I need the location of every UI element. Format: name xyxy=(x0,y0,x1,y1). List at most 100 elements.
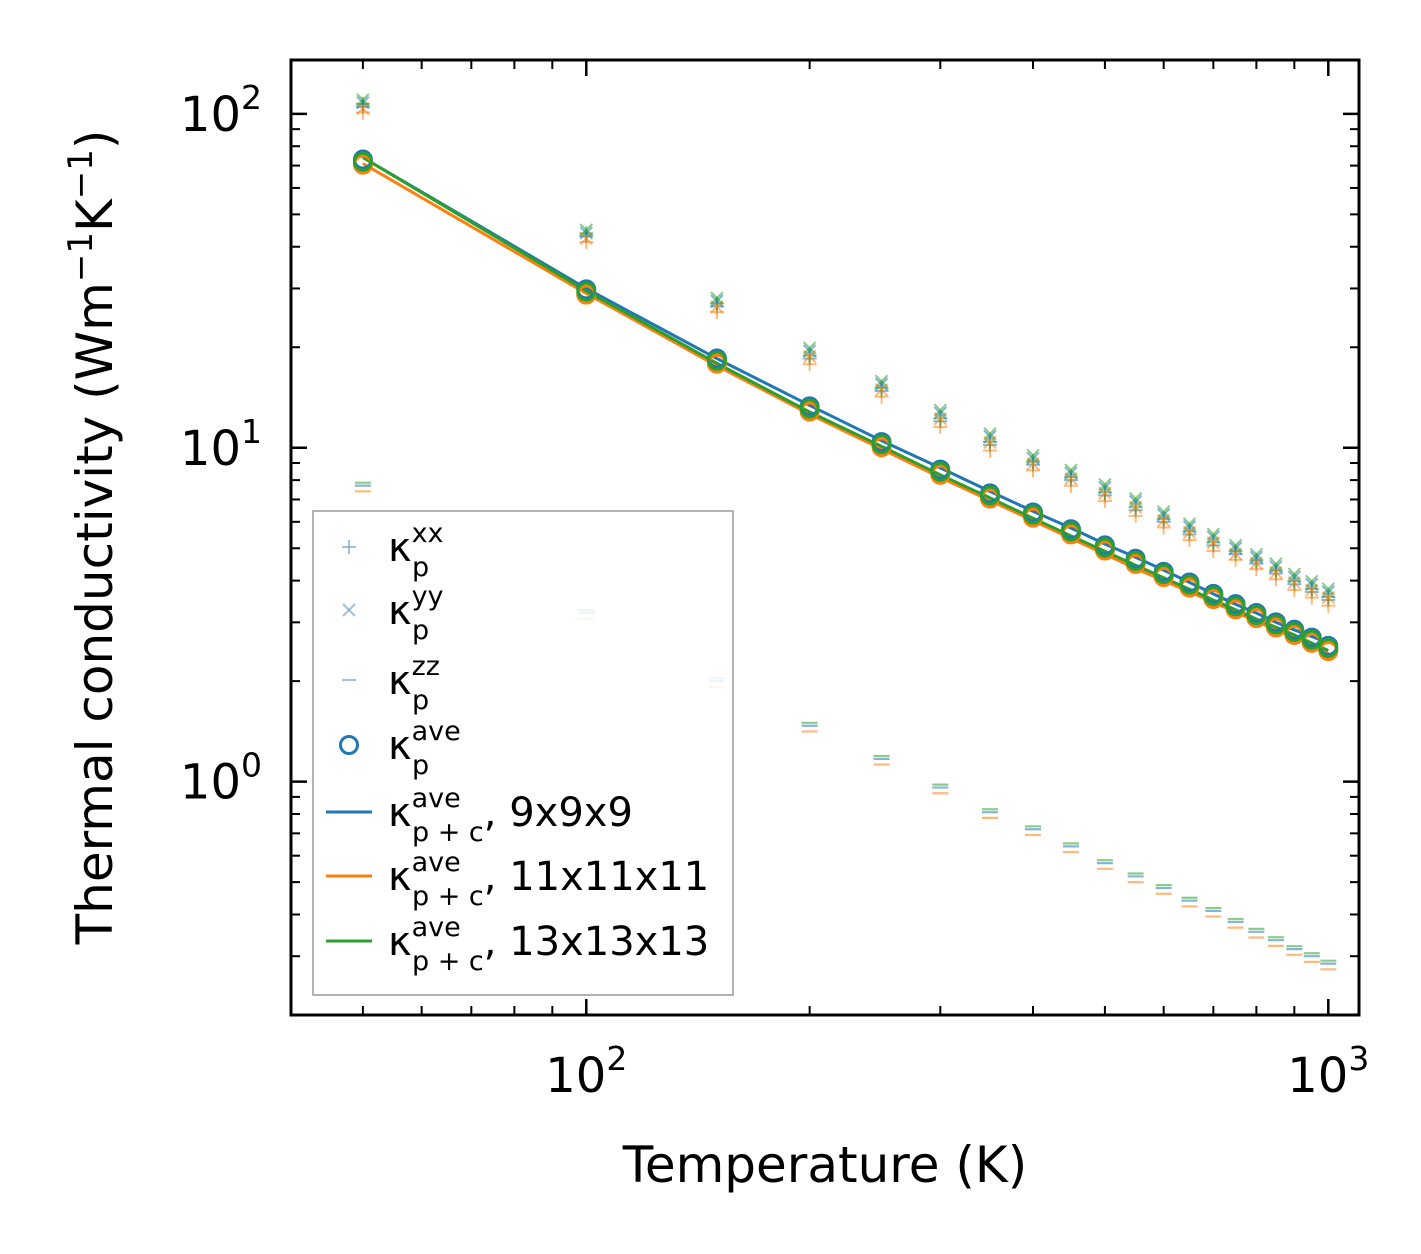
marker-x xyxy=(1321,582,1335,596)
marker-x xyxy=(1098,477,1112,492)
legend-label: κave p xyxy=(388,716,461,781)
plot-frame xyxy=(289,58,1361,1017)
marker-x xyxy=(933,406,948,420)
legend-entry: κxx p xyxy=(342,518,444,583)
y-axis-label-main: Thermal conductivity (Wm xyxy=(66,282,124,945)
y-axis-label-sup2: −1 xyxy=(61,149,101,199)
marker-x xyxy=(1156,505,1171,519)
marker-circle xyxy=(979,485,1000,506)
legend-label: κave p + c, 13x13x13 xyxy=(388,912,709,977)
marker-x xyxy=(1026,448,1040,463)
marker-circle xyxy=(799,398,820,419)
marker-circle xyxy=(1125,550,1146,571)
marker-circle xyxy=(1246,605,1267,626)
marker-circle xyxy=(1318,638,1339,659)
marker-circle xyxy=(1179,574,1200,595)
tick-labels: 102 103 100 101 102 xyxy=(180,78,1369,1104)
marker-x xyxy=(874,374,889,388)
marker-circle xyxy=(930,461,951,482)
legend-handle-x xyxy=(342,603,356,617)
marker-x xyxy=(1026,451,1040,465)
y-axis-label-mid: K xyxy=(66,198,124,232)
marker-x xyxy=(356,96,370,110)
marker-x xyxy=(710,291,724,305)
marker-circle xyxy=(1265,614,1286,635)
legend-handle-plus xyxy=(342,540,356,554)
legend-label: κyy p xyxy=(388,581,444,646)
kappa_p_ave-markers xyxy=(352,149,1339,662)
marker-x xyxy=(710,294,724,308)
marker-circle xyxy=(706,350,727,371)
marker-x xyxy=(1156,508,1171,522)
y-axis-label-end: ) xyxy=(66,130,124,150)
marker-x xyxy=(1269,557,1283,571)
marker-x xyxy=(1287,570,1302,584)
marker-x xyxy=(1287,567,1302,581)
marker-x xyxy=(1182,520,1197,534)
marker-x xyxy=(802,341,817,355)
marker-circle xyxy=(871,434,892,455)
marker-x xyxy=(1228,538,1243,553)
marker-x xyxy=(1321,585,1335,599)
marker-x xyxy=(1206,530,1221,544)
kappa_p_zz-markers xyxy=(354,481,1337,971)
legend-box xyxy=(312,510,734,996)
y-axis-label-sup1: −1 xyxy=(61,232,101,282)
marker-x xyxy=(1305,574,1319,589)
marker-circle xyxy=(1301,629,1322,650)
marker-x xyxy=(1269,560,1283,574)
legend-label: κave p + c, 11x11x11 xyxy=(388,847,709,912)
marker-x xyxy=(579,223,593,237)
marker-circle xyxy=(1094,537,1115,558)
legend-entry: κave p xyxy=(339,716,461,781)
legend-entry: κave p + c, 11x11x11 xyxy=(326,847,709,912)
marker-circle xyxy=(576,281,597,302)
marker-x xyxy=(802,344,817,358)
y-tick-label: 101 xyxy=(180,412,262,477)
marker-x xyxy=(1128,494,1143,509)
marker-x xyxy=(1182,517,1197,531)
marker-circle xyxy=(1203,586,1224,607)
marker-x xyxy=(1098,480,1112,495)
legend-label: κxx p xyxy=(388,518,444,583)
legend-label: κave p + c, 9x9x9 xyxy=(388,783,633,848)
marker-x xyxy=(1064,463,1078,477)
legend-entry: κave p + c, 13x13x13 xyxy=(326,912,709,977)
marker-x xyxy=(933,403,948,417)
y-tick-label: 102 xyxy=(180,78,262,143)
marker-x xyxy=(983,429,997,444)
marker-circle xyxy=(1060,521,1081,542)
plot-area xyxy=(352,93,1339,971)
marker-plus xyxy=(1026,454,1041,469)
legend-entry: κyy p xyxy=(342,581,444,646)
marker-x xyxy=(983,426,997,441)
marker-x xyxy=(1206,527,1221,541)
x-axis-label: Temperature (K) xyxy=(622,1136,1027,1194)
marker-x xyxy=(579,226,593,240)
marker-x xyxy=(1228,541,1243,555)
marker-x xyxy=(1249,550,1264,564)
y-tick-label: 100 xyxy=(180,746,262,811)
kappa_p_yy-markers xyxy=(356,93,1335,605)
kappa_pc_ave_13-line xyxy=(362,156,1329,652)
legend-handle-circle xyxy=(339,735,359,755)
marker-x xyxy=(1128,491,1143,506)
marker-x xyxy=(1305,577,1319,591)
marker-circle xyxy=(1225,596,1246,617)
x-tick-label: 102 xyxy=(545,1039,627,1104)
legend-entry: κzz p xyxy=(342,651,440,716)
marker-x xyxy=(356,93,370,107)
x-tick-label: 103 xyxy=(1287,1039,1369,1104)
legend-entry: κave p + c, 9x9x9 xyxy=(326,783,633,848)
marker-circle xyxy=(352,151,373,172)
marker-x xyxy=(1064,466,1078,480)
marker-circle xyxy=(1023,504,1044,525)
marker-x xyxy=(1249,547,1264,561)
marker-circle xyxy=(1153,564,1174,585)
marker-circle xyxy=(1284,621,1305,642)
marker-x xyxy=(874,377,889,391)
legend-label: κzz p xyxy=(388,651,440,716)
kappa_pc_ave_11-line xyxy=(362,162,1329,655)
